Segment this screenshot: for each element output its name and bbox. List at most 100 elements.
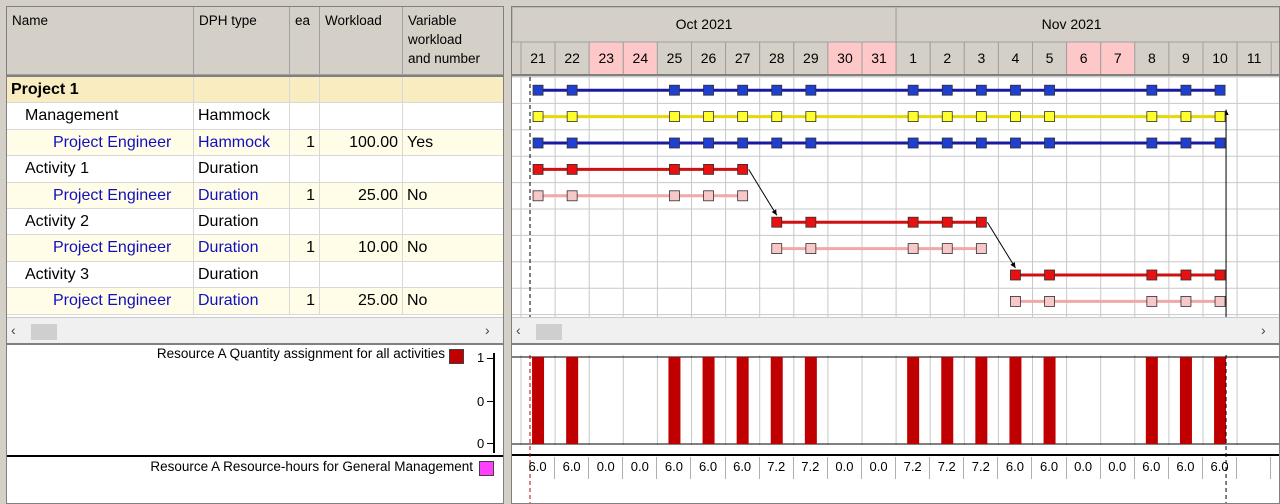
gantt-marker bbox=[703, 111, 714, 122]
gantt-marker bbox=[703, 163, 714, 175]
day-label: 23 bbox=[598, 50, 614, 66]
cell-variable bbox=[403, 77, 503, 104]
gantt-marker bbox=[975, 137, 987, 149]
scroll-left-icon[interactable]: ‹ bbox=[11, 322, 16, 338]
gantt-marker bbox=[975, 111, 987, 122]
gantt-chart: Oct 2021 Nov 2021 21 22 23 24 25 26 27 28 29 30 31 1 2… bbox=[511, 6, 1280, 344]
dependency-line bbox=[748, 169, 778, 216]
gantt-marker bbox=[771, 111, 783, 122]
resource-hours-value: 6.0 bbox=[1203, 457, 1238, 479]
gantt-marker bbox=[941, 84, 953, 96]
histogram-bar bbox=[1043, 357, 1056, 444]
gantt-marker bbox=[1010, 269, 1021, 281]
gantt-marker bbox=[1180, 111, 1192, 122]
histogram-bar bbox=[736, 357, 749, 444]
resource-hours-legend-swatch[interactable] bbox=[479, 461, 494, 476]
gantt-marker bbox=[669, 111, 680, 122]
gantt-marker bbox=[975, 84, 987, 96]
scroll-left-icon[interactable]: ‹ bbox=[516, 322, 521, 338]
gantt-marker bbox=[907, 84, 919, 96]
cell-name: Project Engineer bbox=[7, 129, 194, 157]
resource-hours-value: 0.0 bbox=[623, 457, 658, 479]
resource-hours-value: 0.0 bbox=[1067, 457, 1101, 479]
gantt-horizontal-scrollbar[interactable]: ‹ › bbox=[512, 317, 1279, 343]
gantt-marker bbox=[532, 111, 544, 122]
gantt-marker bbox=[941, 111, 953, 122]
scrollbar-thumb[interactable] bbox=[31, 324, 57, 340]
cell-workload bbox=[320, 103, 403, 130]
cell-ea: 1 bbox=[290, 129, 320, 157]
column-header-label: Workload bbox=[325, 13, 382, 28]
gantt-marker bbox=[941, 137, 953, 149]
scroll-right-icon[interactable]: › bbox=[1261, 322, 1266, 338]
gantt-marker bbox=[1044, 295, 1055, 307]
histogram-bar bbox=[770, 357, 783, 444]
day-header-cell bbox=[929, 41, 965, 76]
resource-hours-value: 6.0 bbox=[521, 457, 556, 479]
histogram-bar bbox=[1214, 357, 1227, 444]
day-label: 25 bbox=[667, 50, 683, 66]
cell-workload: 25.00 bbox=[320, 288, 403, 315]
gantt-marker bbox=[737, 111, 749, 122]
resource-hours-value: 7.2 bbox=[896, 457, 931, 479]
cell-variable: No bbox=[403, 235, 503, 262]
resource-hours-value: 6.0 bbox=[555, 457, 590, 479]
column-header-label: DPH type bbox=[199, 13, 257, 28]
task-table: Name DPH type ea Workload Variable workl… bbox=[6, 6, 504, 344]
column-header-ea[interactable]: ea bbox=[290, 7, 320, 75]
table-row[interactable]: Activity 2 Duration bbox=[7, 209, 503, 236]
cell-ea bbox=[290, 261, 320, 289]
histogram-bar bbox=[702, 357, 715, 444]
dependency-arrowhead bbox=[1010, 262, 1016, 268]
horizontal-scrollbar[interactable]: ‹ › bbox=[7, 317, 503, 343]
cell-name: Project 1 bbox=[7, 77, 194, 104]
histogram-bar bbox=[1145, 357, 1158, 444]
scrollbar-thumb[interactable] bbox=[536, 324, 562, 340]
month-cell bbox=[895, 7, 1279, 43]
dependency-line bbox=[986, 221, 1016, 269]
day-label: 28 bbox=[769, 50, 785, 66]
table-row[interactable]: Project Engineer Duration 1 10.00 No bbox=[7, 235, 503, 262]
histogram-legend-swatch[interactable] bbox=[449, 349, 464, 364]
table-row[interactable]: Activity 3 Duration bbox=[7, 261, 503, 289]
month-label: Nov 2021 bbox=[1042, 16, 1102, 32]
cell-variable bbox=[403, 262, 503, 289]
column-header-variable[interactable]: Variable workload and number bbox=[403, 7, 503, 75]
project-row[interactable]: Project 1 bbox=[7, 77, 503, 104]
table-row[interactable]: Management Hammock bbox=[7, 103, 503, 130]
cell-variable: Yes bbox=[403, 130, 503, 157]
histogram-bar bbox=[907, 357, 920, 444]
gantt-marker bbox=[1010, 111, 1021, 122]
table-row[interactable]: Project Engineer Duration 1 25.00 No bbox=[7, 288, 503, 315]
column-header-name[interactable]: Name bbox=[7, 7, 194, 75]
scroll-right-icon[interactable]: › bbox=[485, 322, 490, 338]
dependency-arrowhead bbox=[771, 209, 777, 216]
gantt-marker bbox=[1146, 137, 1158, 149]
cell-workload bbox=[320, 209, 403, 236]
table-row[interactable]: Project Engineer Hammock 1 100.00 Yes bbox=[7, 129, 503, 157]
gantt-marker bbox=[532, 84, 544, 96]
histogram-bar bbox=[566, 357, 579, 444]
day-label: 31 bbox=[871, 50, 887, 66]
gantt-marker bbox=[566, 163, 578, 175]
gantt-marker bbox=[1010, 295, 1021, 307]
day-header-cell bbox=[520, 41, 556, 76]
day-label: 22 bbox=[564, 50, 580, 66]
resource-hours-value: 0.0 bbox=[862, 457, 897, 479]
gantt-marker bbox=[532, 163, 544, 175]
cell-variable bbox=[403, 209, 503, 236]
resource-hours-value: 0.0 bbox=[1101, 457, 1135, 479]
day-header-cell bbox=[1066, 41, 1102, 76]
table-row[interactable]: Activity 1 Duration bbox=[7, 156, 503, 183]
day-label: 7 bbox=[1114, 50, 1122, 66]
cell-name: Activity 1 bbox=[7, 156, 194, 183]
column-header-label: Name bbox=[12, 13, 49, 28]
day-label: 29 bbox=[803, 50, 819, 66]
table-row[interactable]: Project Engineer Duration 1 25.00 No bbox=[7, 182, 503, 209]
resource-hours-row: 6.0 6.0 0.0 0.0 6.0 6.0 6.0 7.2 7.2 0.0 0.0 7.2 7.2 7… bbox=[512, 457, 1279, 479]
column-header-dph-type[interactable]: DPH type bbox=[194, 7, 290, 75]
cell-name: Activity 3 bbox=[7, 261, 194, 289]
column-header-workload[interactable]: Workload bbox=[320, 7, 403, 75]
gantt-marker bbox=[941, 243, 953, 255]
